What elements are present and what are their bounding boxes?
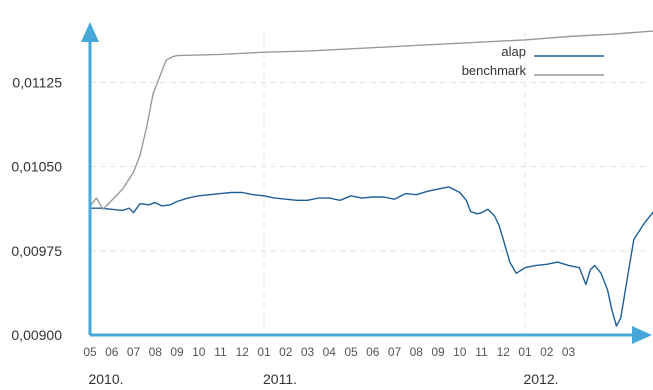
x-tick-label: 08 (410, 345, 424, 359)
x-tick-label: 04 (323, 345, 337, 359)
y-axis-arrow-icon (81, 22, 99, 42)
year-label: 2011. (263, 371, 297, 387)
x-tick-label: 11 (475, 345, 488, 359)
legend-label: benchmark (462, 63, 527, 78)
x-tick-label: 03 (562, 345, 576, 359)
year-label: 2010. (88, 371, 123, 387)
x-tick-label: 12 (497, 345, 511, 359)
x-tick-label: 10 (453, 345, 467, 359)
x-tick-label: 02 (540, 345, 554, 359)
y-tick-label: 0,00900 (11, 327, 62, 343)
y-axis-tick-labels: 0,00900 0,00975 0,01050 0,01125 (11, 75, 62, 344)
x-tick-label: 10 (192, 345, 206, 359)
legend: alap benchmark (462, 44, 604, 78)
grid-lines (90, 32, 650, 335)
y-tick-label: 0,00975 (11, 243, 62, 259)
x-tick-label: 06 (105, 345, 119, 359)
x-tick-label: 07 (127, 345, 141, 359)
legend-label: alap (501, 44, 526, 59)
data-series (89, 30, 653, 327)
x-tick-label: 07 (388, 345, 402, 359)
x-tick-label: 03 (301, 345, 315, 359)
year-label: 2012. (523, 371, 558, 387)
x-tick-label: 01 (518, 345, 532, 359)
x-tick-label: 02 (279, 345, 293, 359)
series-line-benchmark (89, 30, 653, 210)
axes (81, 22, 652, 344)
x-tick-label: 05 (344, 345, 358, 359)
y-tick-label: 0,01125 (12, 75, 62, 91)
x-tick-label: 01 (257, 345, 271, 359)
y-tick-label: 0,01050 (11, 159, 62, 175)
x-tick-label: 05 (83, 345, 97, 359)
x-tick-label: 11 (214, 345, 227, 359)
x-axis-tick-labels: 05 06 07 08 09 10 11 12 01 02 03 04 05 06 07 08 09 10 11 12… (83, 345, 575, 387)
x-tick-label: 06 (366, 345, 380, 359)
x-tick-label: 08 (149, 345, 163, 359)
x-axis-arrow-icon (632, 326, 652, 344)
x-tick-label: 09 (431, 345, 445, 359)
series-line-alap (90, 186, 653, 327)
x-tick-label: 12 (236, 345, 250, 359)
x-tick-label: 09 (170, 345, 184, 359)
